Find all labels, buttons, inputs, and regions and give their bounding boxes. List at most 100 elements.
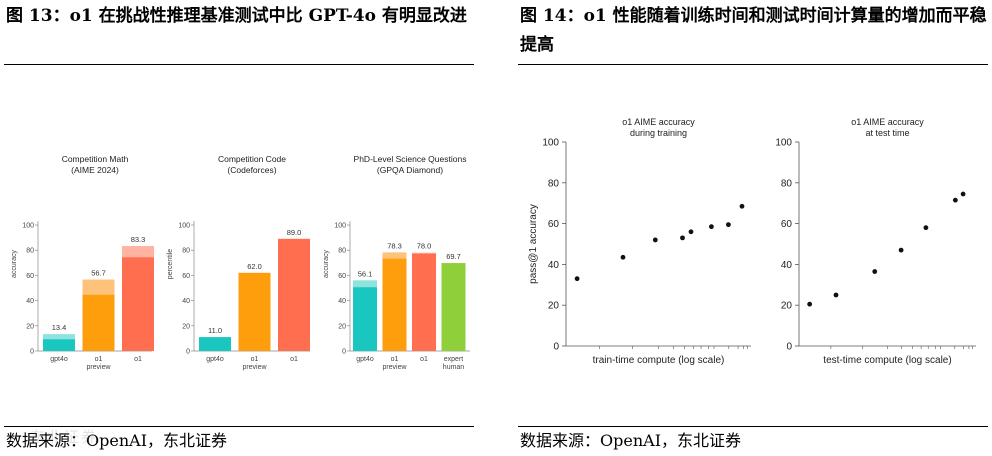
y-tick-label: 0 [30,349,34,356]
y-tick-label: 0 [342,349,346,356]
bar-category-label: o1 [251,356,259,363]
bar-value-label: 11.0 [208,326,222,335]
figure-14-title: 图 14：o1 性能随着训练时间和测试时间计算量的增加而平稳提高 [520,6,987,55]
figure-14-top-rule [518,64,988,65]
y-tick-label: 40 [548,260,560,271]
y-tick-label: 60 [548,219,560,230]
y-axis-label: accuracy [323,249,330,278]
bar-value-label: 62.0 [247,262,262,271]
figure-13-source: 数据来源：OpenAI，东北证券 [6,431,228,450]
chart-subtitle: (Codeforces) [227,165,276,175]
y-tick-label: 0 [553,342,559,353]
y-tick-label: 80 [26,248,34,255]
chart-subtitle: (GPQA Diamond) [377,165,443,175]
y-tick-label: 80 [182,248,190,255]
bar-value-label: 83.3 [131,235,146,244]
y-tick-label: 40 [338,298,346,305]
y-tick-label: 0 [186,349,190,356]
scatter-point [688,229,694,235]
y-axis-label: percentile [167,249,174,279]
y-tick-label: 60 [781,219,793,230]
bar-category-label: o1 [95,356,103,363]
y-tick-label: 80 [548,178,560,189]
bar-base [382,258,407,351]
bar-value-label: 78.0 [417,242,432,251]
bar-value-label: 89.0 [287,228,302,237]
scatter-point [960,191,966,197]
scatter-point [620,254,626,260]
figure-13-title: 图 13：o1 在挑战性推理基准测试中比 GPT-4o 有明显改进 [6,6,467,26]
y-tick-label: 100 [22,223,34,230]
scatter-point [726,222,731,228]
bar-category-label: o1 [290,356,298,363]
y-tick-label: 60 [182,273,190,280]
chart-title: o1 AIME accuracy [622,117,695,127]
scatter-point [574,276,580,282]
bar-value-label: 56.7 [91,269,106,278]
x-axis-label: train-time compute (log scale) [593,355,725,366]
figure-13-panel: 图 13：o1 在挑战性推理基准测试中比 GPT-4o 有明显改进 Compet… [0,0,478,456]
y-tick-label: 40 [182,298,190,305]
x-axis-label: test-time compute (log scale) [823,355,951,366]
scatter-point [680,235,685,241]
bar-category-label: gpt4o [356,356,374,363]
bar-base [441,263,466,351]
chart-title: o1 AIME accuracy [851,117,924,127]
y-tick-label: 100 [334,223,346,230]
figure-13-bar-charts: Competition Math(AIME 2024) accuracy 0 20 40… [11,154,470,371]
figure-14-source: 数据来源：OpenAI，东北证券 [520,431,742,450]
scatter-point [709,224,714,230]
chart-subtitle: at test time [865,128,909,138]
figure-13-bottom-rule [4,426,474,427]
y-tick-label: 20 [781,301,793,312]
bar-base [122,257,154,351]
chart-subtitle: during training [630,128,687,138]
chart-subtitle: (AIME 2024) [71,165,119,175]
bar-base [412,253,436,351]
bar-category-label-line2: preview [242,364,267,371]
y-tick-label: 80 [781,178,793,189]
y-axis-label: accuracy [11,249,18,278]
y-tick-label: 20 [548,301,560,312]
bar-base [238,272,271,351]
scatter-point [952,197,958,203]
chart-title: Competition Math [62,154,129,164]
bar-value-label: 13.4 [52,323,67,332]
y-tick-label: 0 [786,342,792,353]
scatter-point [898,247,904,253]
y-tick-label: 40 [781,260,793,271]
scatter-point [833,292,839,298]
figure-14-bottom-rule [518,426,988,427]
bar-category-label-line2: preview [382,364,407,371]
bar-category-label: o1 [134,356,142,363]
chart-title: PhD-Level Science Questions [354,154,467,164]
y-tick-label: 80 [338,248,346,255]
bar-category-label-line2: preview [86,364,111,371]
bar-base [353,287,377,351]
bar-base [278,238,310,351]
bar-value-label: 69.7 [446,252,461,261]
y-tick-label: 40 [26,298,34,305]
figure-14-panel: 图 14：o1 性能随着训练时间和测试时间计算量的增加而平稳提高 o1 AIME… [514,0,992,456]
chart-title: Competition Code [218,154,286,164]
scatter-point [923,225,929,231]
bar-category-label: o1 [420,356,428,363]
bar-category-label: gpt4o [50,356,68,363]
bar-base [199,337,231,351]
scatter-point [652,237,658,243]
scatter-point [872,269,878,274]
y-tick-label: 100 [542,138,559,149]
bar-category-label: o1 [391,356,399,363]
y-tick-label: 20 [26,323,34,330]
scatter-point [739,203,745,209]
y-tick-label: 60 [26,273,34,280]
bar-category-label: gpt4o [206,356,224,363]
bar-category-label: expert [444,356,464,363]
y-tick-label: 100 [775,138,792,149]
figure-13-top-rule [4,64,474,65]
bar-value-label: 56.1 [358,269,373,278]
y-tick-label: 100 [178,223,190,230]
watermark-logo: 东北证券 [30,428,99,446]
y-axis-label: pass@1 accuracy [528,204,539,284]
